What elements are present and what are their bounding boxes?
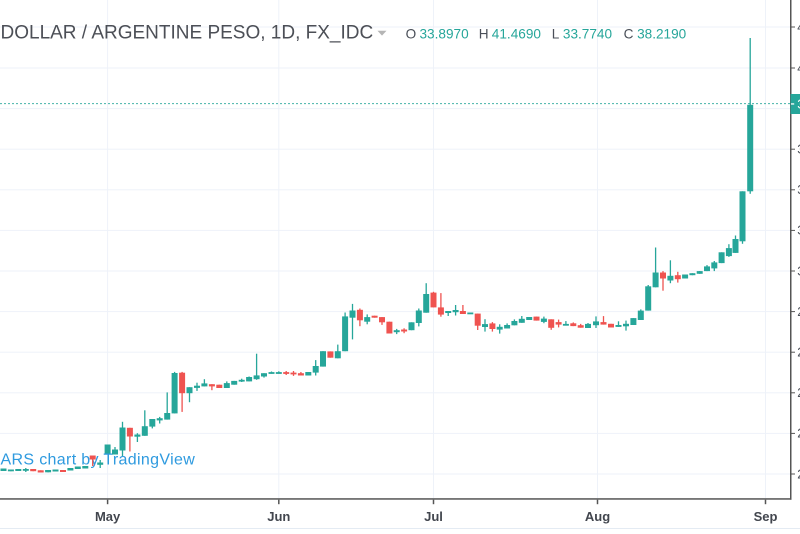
- svg-text:34.0000: 34.0000: [797, 183, 800, 197]
- svg-text:33.8970: 33.8970: [420, 27, 470, 42]
- svg-text:Sep: Sep: [754, 509, 778, 524]
- svg-text:May: May: [95, 509, 121, 524]
- svg-text:22.0000: 22.0000: [797, 427, 800, 441]
- svg-text:ARS chart by TradingView: ARS chart by TradingView: [1, 451, 196, 468]
- svg-text:24.0000: 24.0000: [797, 386, 800, 400]
- svg-text:O: O: [406, 27, 417, 42]
- svg-text:DOLLAR / ARGENTINE PESO, 1D, F: DOLLAR / ARGENTINE PESO, 1D, FX_IDC: [1, 23, 374, 44]
- svg-text:C: C: [624, 27, 634, 42]
- svg-text:28.0000: 28.0000: [797, 305, 800, 319]
- svg-text:42.0000: 42.0000: [797, 20, 800, 34]
- svg-text:Aug: Aug: [585, 509, 610, 524]
- svg-text:20.0000: 20.0000: [797, 467, 800, 481]
- svg-text:40.0000: 40.0000: [797, 61, 800, 75]
- svg-text:32.0000: 32.0000: [797, 224, 800, 238]
- svg-text:30.0000: 30.0000: [797, 264, 800, 278]
- svg-text:41.4690: 41.4690: [492, 27, 542, 42]
- svg-text:Jun: Jun: [267, 509, 290, 524]
- svg-text:38.2190: 38.2190: [797, 97, 800, 111]
- svg-text:H: H: [479, 27, 489, 42]
- svg-text:26.0000: 26.0000: [797, 346, 800, 360]
- svg-text:L: L: [552, 27, 560, 42]
- svg-text:38.2190: 38.2190: [637, 27, 687, 42]
- svg-text:36.0000: 36.0000: [797, 143, 800, 157]
- svg-text:33.7740: 33.7740: [563, 27, 613, 42]
- svg-text:Jul: Jul: [424, 509, 443, 524]
